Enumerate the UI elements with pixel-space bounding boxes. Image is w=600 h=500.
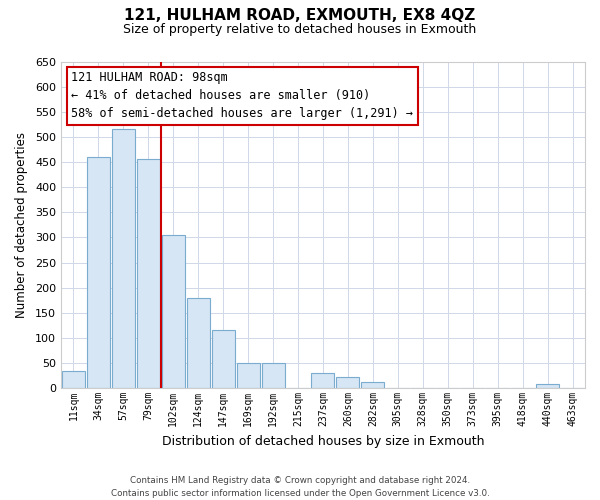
Bar [236, 363, 260, 388]
Text: 121, HULHAM ROAD, EXMOUTH, EX8 4QZ: 121, HULHAM ROAD, EXMOUTH, EX8 4QZ [124, 8, 476, 22]
X-axis label: Distribution of detached houses by size in Exmouth: Distribution of detached houses by size … [162, 434, 484, 448]
Text: Size of property relative to detached houses in Exmouth: Size of property relative to detached ho… [124, 22, 476, 36]
Bar [137, 160, 160, 388]
Bar [212, 330, 235, 388]
Bar [62, 370, 85, 388]
Bar [112, 130, 135, 388]
Bar [361, 382, 385, 388]
Bar [162, 235, 185, 388]
Text: Contains HM Land Registry data © Crown copyright and database right 2024.
Contai: Contains HM Land Registry data © Crown c… [110, 476, 490, 498]
Bar [536, 384, 559, 388]
Bar [87, 157, 110, 388]
Bar [262, 363, 284, 388]
Bar [337, 377, 359, 388]
Text: 121 HULHAM ROAD: 98sqm
← 41% of detached houses are smaller (910)
58% of semi-de: 121 HULHAM ROAD: 98sqm ← 41% of detached… [71, 72, 413, 120]
Bar [187, 298, 209, 388]
Bar [311, 373, 334, 388]
Y-axis label: Number of detached properties: Number of detached properties [15, 132, 28, 318]
